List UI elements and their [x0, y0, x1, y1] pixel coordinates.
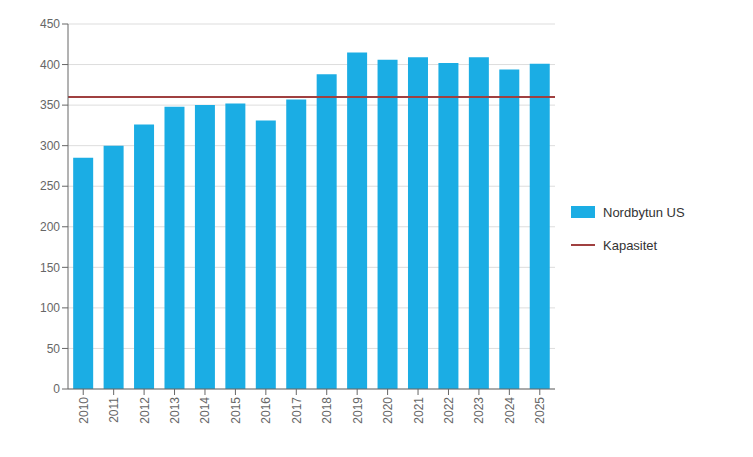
svg-text:250: 250 — [40, 179, 60, 193]
svg-text:150: 150 — [40, 261, 60, 275]
svg-text:2016: 2016 — [259, 397, 273, 424]
svg-text:2021: 2021 — [412, 397, 426, 424]
svg-text:2019: 2019 — [351, 397, 365, 424]
html-text:Nordbytun US: Nordbytun US — [603, 204, 685, 220]
svg-text:2025: 2025 — [533, 397, 547, 424]
svg-text:2012: 2012 — [138, 397, 152, 424]
svg-text:2017: 2017 — [290, 397, 304, 424]
svg-text:50: 50 — [47, 342, 61, 356]
svg-text:400: 400 — [40, 58, 60, 72]
svg-text:2023: 2023 — [472, 397, 486, 424]
svg-text:2013: 2013 — [168, 397, 182, 424]
svg-text:450: 450 — [40, 17, 60, 31]
svg-text:0: 0 — [53, 382, 60, 396]
svg-text:350: 350 — [40, 98, 60, 112]
svg-text:2022: 2022 — [442, 397, 456, 424]
svg-text:2015: 2015 — [229, 397, 243, 424]
svg-text:100: 100 — [40, 301, 60, 315]
svg-text:300: 300 — [40, 139, 60, 153]
svg-text:2011: 2011 — [107, 397, 121, 423]
svg-text:2024: 2024 — [503, 397, 517, 424]
svg-text:2010: 2010 — [77, 397, 91, 424]
html-text:Kapasitet: Kapasitet — [603, 237, 658, 253]
svg-text:200: 200 — [40, 220, 60, 234]
svg-text:2020: 2020 — [381, 397, 395, 424]
svg-text:2014: 2014 — [198, 397, 212, 424]
svg-text:2018: 2018 — [320, 397, 334, 424]
